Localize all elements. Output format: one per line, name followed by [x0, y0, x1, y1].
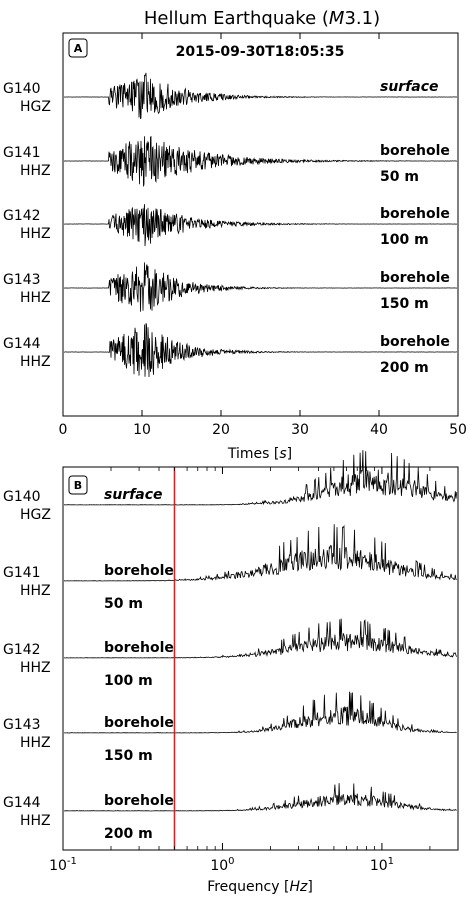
seismogram-trace-g144	[64, 323, 457, 378]
spectrum-trace-g143	[64, 691, 457, 734]
panel-a-traces: G140 HGZ surface G141 HHZ borehole 50 m G142 HHZ…	[3, 72, 458, 378]
depth-label: 200 m	[104, 826, 153, 842]
station-label: G142	[3, 208, 41, 224]
panel-b-x-axis-label: Frequency [Hz]	[207, 879, 313, 895]
panel-a: A 2015-09-30T18:05:35 G140 HGZ surface G141…	[3, 32, 467, 462]
spectrum-trace-g142	[63, 618, 458, 659]
depth-label: 100 m	[380, 232, 429, 248]
x-tick-label: 20	[212, 422, 230, 438]
panel-a-badge	[68, 38, 88, 58]
location-label: borehole	[104, 715, 174, 731]
x-tick-label: 30	[291, 422, 309, 438]
event-timestamp: 2015-09-30T18:05:35	[176, 44, 345, 60]
location-label: surface	[380, 79, 439, 95]
station-label: G143	[3, 272, 41, 288]
x-tick-label: 10-1	[49, 856, 77, 874]
panel-b-letter: B	[74, 479, 82, 492]
location-label: borehole	[104, 793, 174, 809]
depth-label: 200 m	[380, 360, 429, 376]
panel-a-x-axis-label: Times [s]	[227, 446, 292, 462]
station-label: G140	[3, 489, 41, 505]
channel-label: HHZ	[20, 163, 51, 179]
depth-label: 150 m	[380, 296, 429, 312]
x-tick-label: 0	[59, 422, 68, 438]
station-label: G142	[3, 642, 41, 658]
location-label: borehole	[380, 270, 450, 286]
seismogram-trace-g140	[63, 72, 457, 120]
station-label: G141	[3, 565, 41, 581]
location-label: surface	[104, 487, 163, 503]
chart-title: Hellum Earthquake (M3.1)	[144, 8, 380, 29]
station-label: G143	[3, 717, 41, 733]
depth-label: 150 m	[104, 748, 153, 764]
seismogram-trace-g141	[63, 135, 458, 187]
station-label: G144	[3, 795, 41, 811]
channel-label: HHZ	[20, 226, 51, 242]
seismogram-trace-g142	[63, 204, 457, 247]
station-label: G141	[3, 145, 41, 161]
channel-label: HHZ	[20, 735, 51, 751]
panel-b-badge	[68, 475, 88, 495]
depth-label: 50 m	[104, 596, 143, 612]
station-label: G140	[3, 81, 41, 97]
panel-b-frame	[62, 466, 459, 851]
channel-label: HHZ	[20, 290, 51, 306]
spectrum-trace-g141	[64, 524, 457, 582]
panel-a-frame	[62, 32, 459, 417]
location-label: borehole	[380, 143, 450, 159]
channel-label: HHZ	[20, 660, 51, 676]
depth-label: 50 m	[380, 169, 419, 185]
panel-b: B G140 HGZ surface G141 HHZ borehole 50 m G142 H…	[3, 450, 459, 895]
location-label: borehole	[104, 563, 174, 579]
channel-label: HGZ	[20, 507, 51, 523]
channel-label: HGZ	[20, 99, 51, 115]
channel-label: HHZ	[20, 354, 51, 370]
spectrum-trace-g144	[63, 783, 457, 812]
seismogram-trace-g143	[63, 262, 458, 312]
x-tick-label: 100	[210, 856, 234, 874]
location-label: borehole	[380, 334, 450, 350]
x-tick-label: 10	[133, 422, 151, 438]
x-tick-label: 40	[370, 422, 388, 438]
spectrum-trace-g140	[64, 450, 458, 506]
panel-b-x-axis: 10-1 100 101	[49, 467, 459, 874]
panel-a-x-axis: 0 10 20 30 40 50	[59, 33, 467, 438]
depth-label: 100 m	[104, 673, 153, 689]
channel-label: HHZ	[20, 583, 51, 599]
panel-b-traces: G140 HGZ surface G141 HHZ borehole 50 m G142 HHZ…	[3, 450, 458, 842]
x-tick-label: 50	[449, 422, 467, 438]
x-tick-label: 101	[370, 856, 394, 874]
panel-a-letter: A	[74, 42, 83, 55]
location-label: borehole	[380, 206, 450, 222]
station-label: G144	[3, 336, 41, 352]
channel-label: HHZ	[20, 813, 51, 829]
location-label: borehole	[104, 640, 174, 656]
